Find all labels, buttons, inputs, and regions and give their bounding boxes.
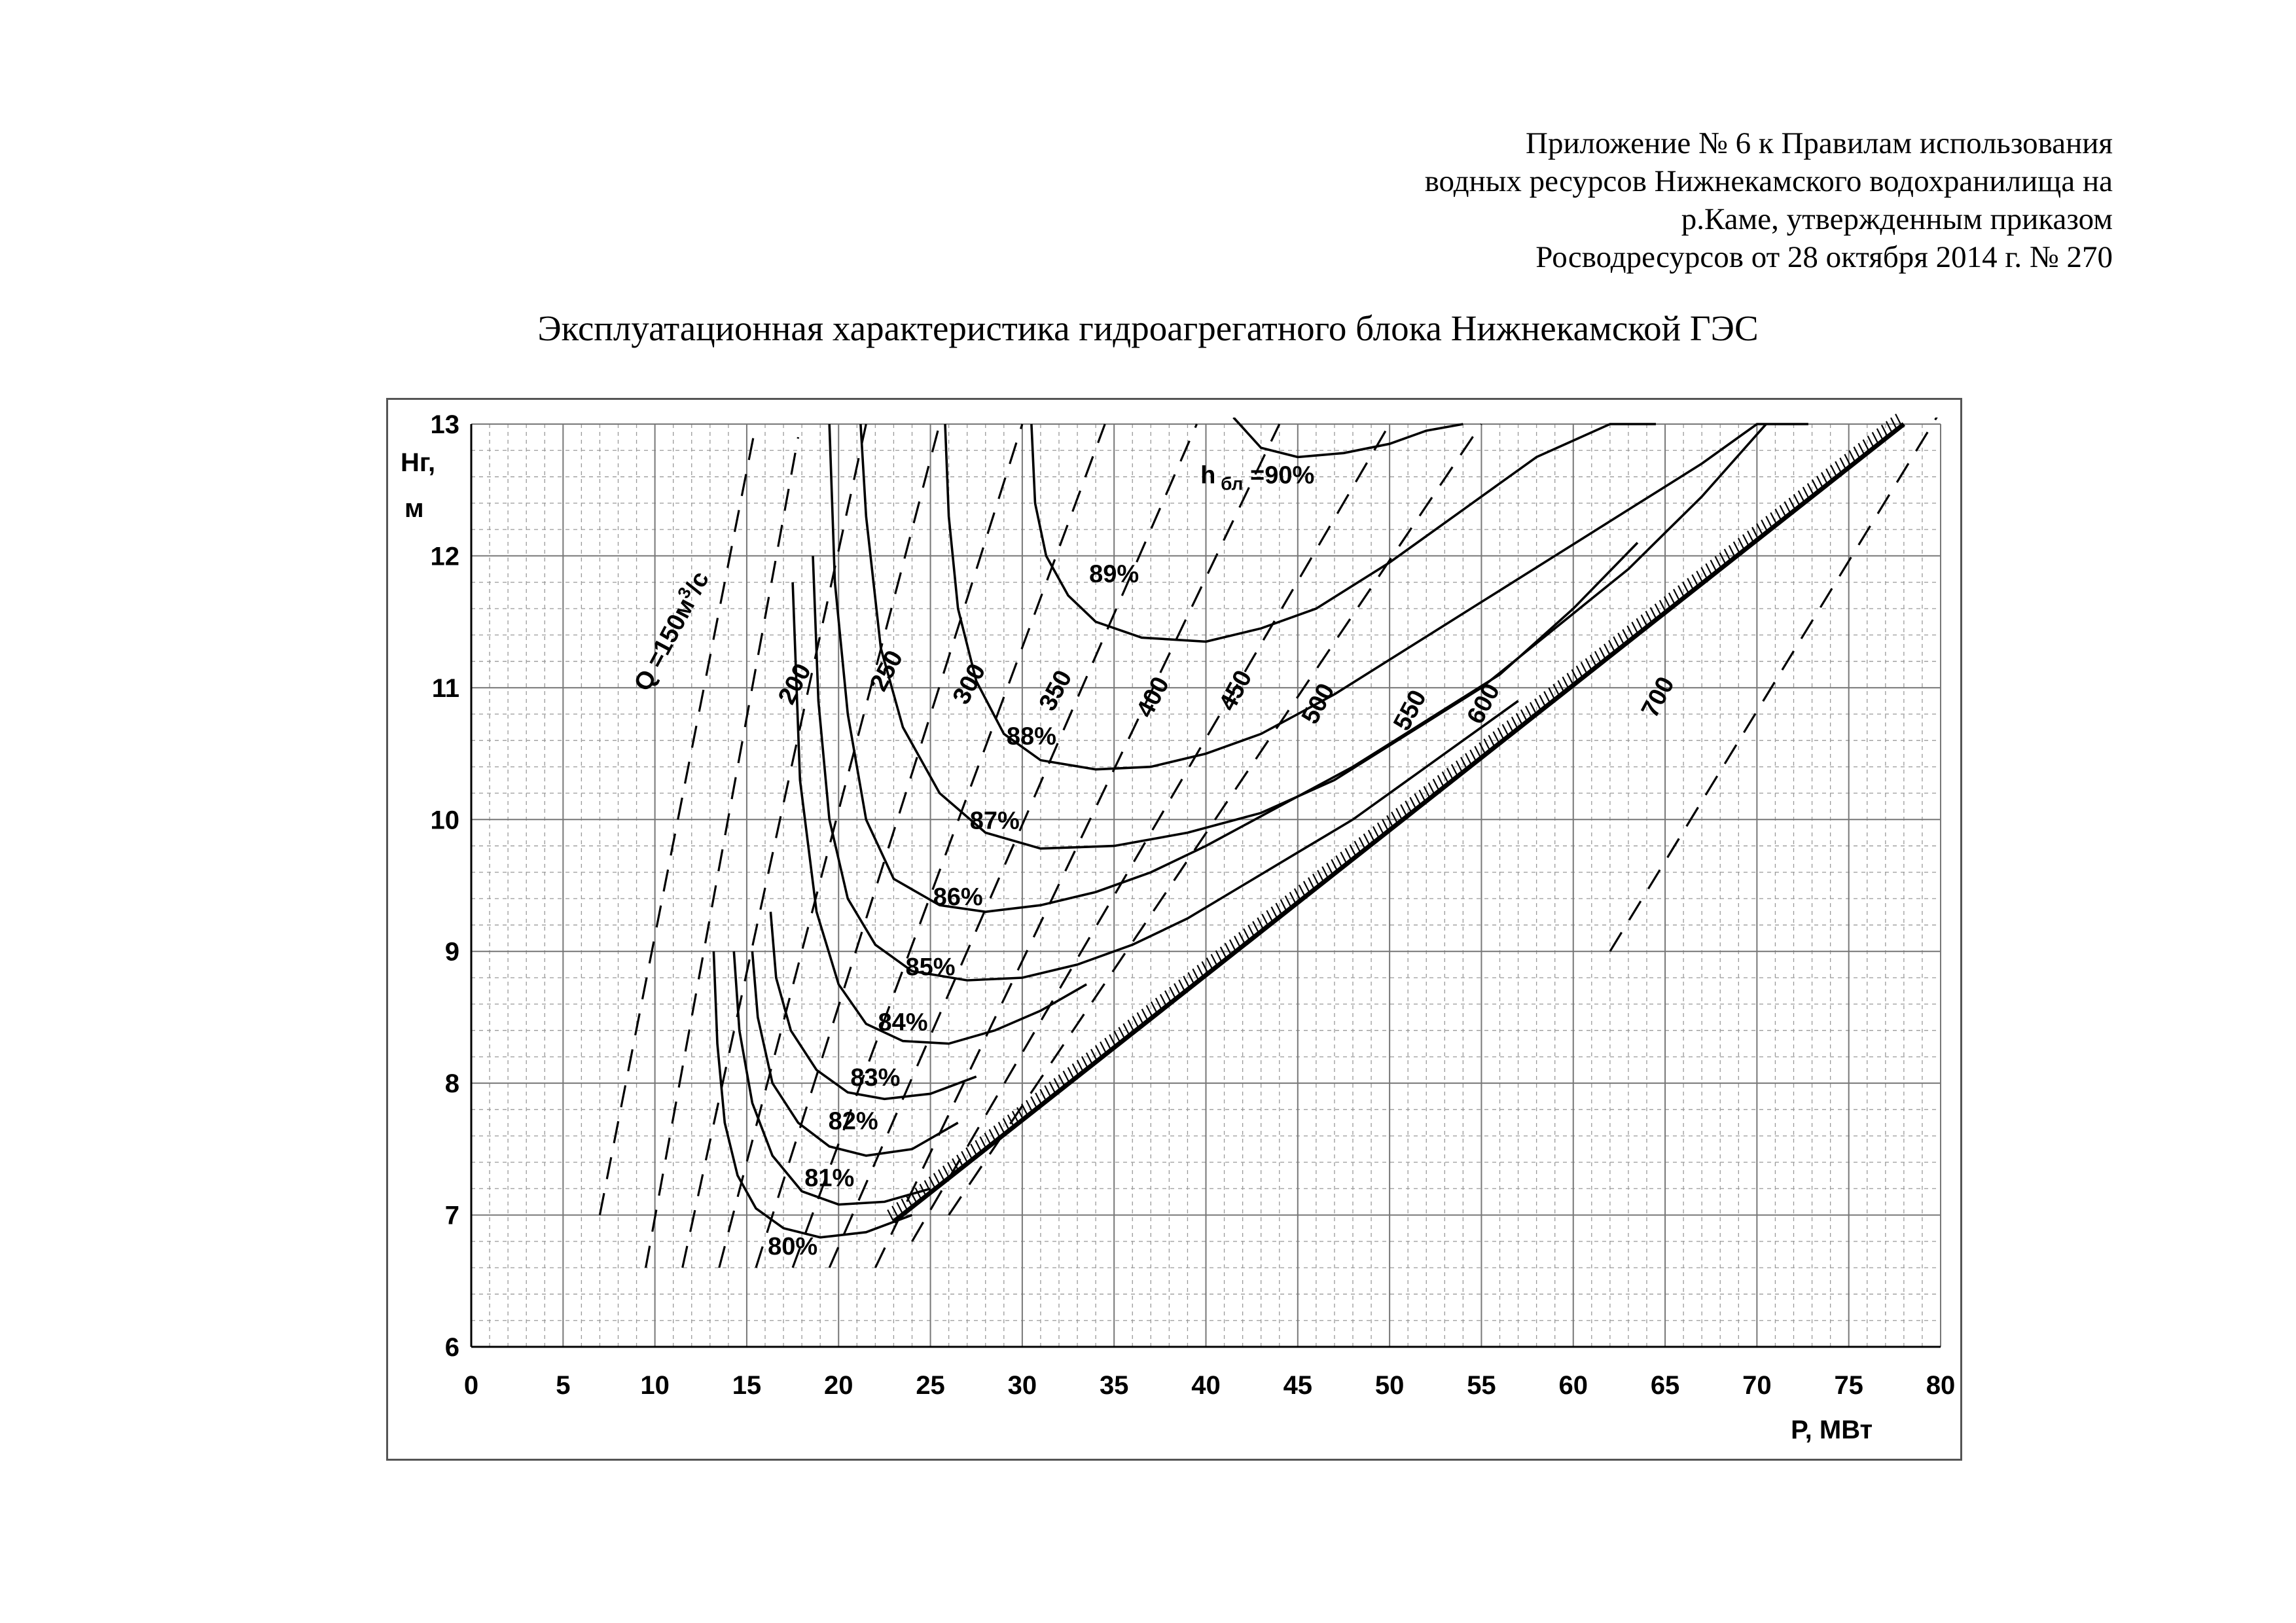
efficiency-label: 86%: [933, 883, 983, 911]
discharge-label: 450: [1214, 666, 1258, 715]
efficiency-label: 82%: [829, 1108, 878, 1135]
x-axis-label: P, МВт: [1791, 1416, 1873, 1444]
efficiency-curve: [812, 556, 1519, 982]
efficiency-label: 89%: [1089, 561, 1139, 588]
limit-hatching: [887, 414, 1903, 1222]
discharge-line: [1609, 418, 1938, 952]
y-axis-unit: м: [404, 494, 424, 523]
discharge-label: 200: [773, 659, 817, 709]
discharge-line: [598, 423, 757, 1215]
efficiency-curve: [712, 951, 913, 1239]
efficiency-curve: [791, 582, 1087, 1045]
efficiency-label: 81%: [804, 1164, 854, 1192]
discharge-line: [791, 423, 1106, 1268]
y-tick-label: 11: [432, 674, 459, 703]
chart-title: Эксплуатационная характеристика гидроагр…: [0, 308, 2296, 349]
y-tick-label: 13: [431, 410, 460, 439]
x-tick-label: 50: [1375, 1371, 1405, 1400]
discharge-line: [948, 423, 1482, 1216]
header-line: р.Каме, утвержденным приказом: [1681, 202, 2113, 236]
limit-line: [892, 422, 1906, 1224]
efficiency-label: 88%: [1007, 722, 1056, 750]
discharge-line: [828, 423, 1198, 1268]
y-tick-label: 9: [445, 938, 459, 967]
discharge-label: 550: [1388, 686, 1432, 736]
discharge-line: [874, 423, 1281, 1268]
header-line: Приложение № 6 к Правилам использования: [1526, 126, 2113, 160]
discharge-line: [645, 437, 800, 1268]
discharge-label: 400: [1131, 673, 1175, 722]
chart-title-text: Эксплуатационная характеристика гидроагр…: [537, 308, 1759, 348]
header-line: Росводресурсов от 28 октября 2014 г. № 2…: [1535, 240, 2113, 274]
x-tick-label: 60: [1559, 1371, 1588, 1400]
y-tick-label: 6: [445, 1333, 459, 1362]
x-tick-label: 70: [1742, 1371, 1772, 1400]
y-tick-label: 7: [445, 1202, 459, 1230]
chart-frame: [386, 398, 1962, 1461]
efficiency-curve: [944, 423, 1808, 771]
header-line: водных ресурсов Нижнекамского водохранил…: [1424, 164, 2113, 198]
efficiency-curve: [859, 423, 1767, 850]
x-tick-label: 30: [1008, 1371, 1037, 1400]
discharge-label: 300: [948, 659, 992, 709]
efficiency-curve: [751, 951, 959, 1157]
x-tick-label: 40: [1191, 1371, 1221, 1400]
x-tick-label: 75: [1834, 1371, 1863, 1400]
appendix-header: Приложение № 6 к Правилам использования …: [1425, 124, 2113, 276]
efficiency-curve: [828, 423, 1639, 914]
x-tick-label: 45: [1283, 1371, 1313, 1400]
discharge-line: [755, 423, 1024, 1268]
x-tick-label: 65: [1651, 1371, 1680, 1400]
x-tick-label: 5: [556, 1371, 570, 1400]
x-tick-label: 15: [732, 1371, 762, 1400]
x-tick-label: 10: [640, 1371, 670, 1400]
discharge-label: Q =150м3/с: [626, 565, 715, 696]
x-tick-label: 35: [1100, 1371, 1129, 1400]
efficiency-label: 84%: [878, 1009, 927, 1037]
efficiency-curve: [732, 951, 931, 1206]
efficiency-label: 87%: [970, 807, 1020, 834]
discharge-label: 600: [1462, 679, 1505, 729]
y-tick-label: 10: [431, 806, 460, 834]
x-tick-label: 55: [1467, 1371, 1496, 1400]
efficiency-curve: [1030, 423, 1656, 643]
efficiency-label: 80%: [768, 1233, 817, 1260]
max-efficiency-label: h бл =90%: [1200, 462, 1314, 494]
x-tick-label: 80: [1926, 1371, 1956, 1400]
efficiency-curve: [1232, 418, 1463, 459]
y-tick-label: 12: [431, 542, 460, 571]
x-tick-label: 20: [824, 1371, 853, 1400]
efficiency-curve: [769, 912, 977, 1101]
discharge-line: [911, 423, 1391, 1242]
y-tick-label: 8: [445, 1069, 459, 1098]
discharge-label: 500: [1297, 679, 1340, 729]
x-tick-label: 25: [916, 1371, 945, 1400]
x-tick-label: 0: [464, 1371, 478, 1400]
y-axis-label: Hг,: [401, 448, 435, 477]
efficiency-label: 83%: [850, 1064, 900, 1092]
discharge-label: 700: [1636, 673, 1680, 722]
efficiency-label: 85%: [906, 954, 956, 981]
